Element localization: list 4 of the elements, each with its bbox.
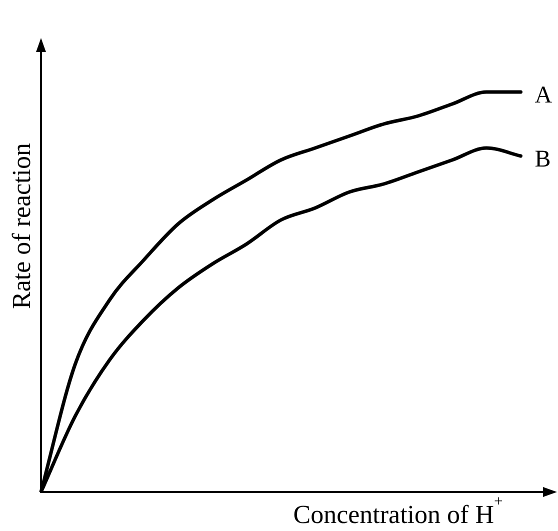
series-label: A	[534, 82, 553, 108]
x-axis-title: Concentration of H+	[293, 492, 503, 529]
y-axis-title: Rate of reaction	[6, 142, 36, 310]
series-label: B	[534, 146, 551, 172]
